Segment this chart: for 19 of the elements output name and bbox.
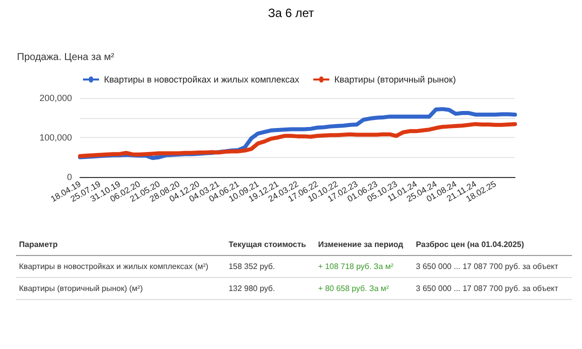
text: 158 352 руб. <box>226 256 316 278</box>
text: Разброс цен (на 01.04.2025) <box>412 234 572 256</box>
text: + 80 658 руб. За м² <box>315 278 413 300</box>
text: Параметр <box>16 234 226 256</box>
y-tick-label: 100,000 <box>39 132 72 142</box>
text: Текущая стоимость <box>226 234 316 256</box>
legend-label: Квартиры (вторичный рынок) <box>334 74 456 84</box>
text: Квартиры (вторичный рынок) (м²) <box>16 278 226 300</box>
text: Изменение за период <box>315 234 413 256</box>
y-tick-label: 0 <box>66 172 72 182</box>
text: 132 980 руб. <box>226 278 316 300</box>
text: + 108 718 руб. За м² <box>315 256 413 278</box>
chart-title: За 6 лет <box>266 6 316 20</box>
text: 3 650 000 ... 17 087 700 руб. за объект <box>412 256 572 278</box>
text: Квартиры в новостройках и жилых комплексах (м²) <box>16 256 226 278</box>
text: 3 650 000 ... 17 087 700 руб. за объект <box>412 278 572 300</box>
legend-label: Квартиры в новостройках и жилых комплексах <box>104 74 300 84</box>
y-tick-label: 200,000 <box>39 93 72 103</box>
chart-subtitle: Продажа. Цена за м² <box>17 52 114 63</box>
